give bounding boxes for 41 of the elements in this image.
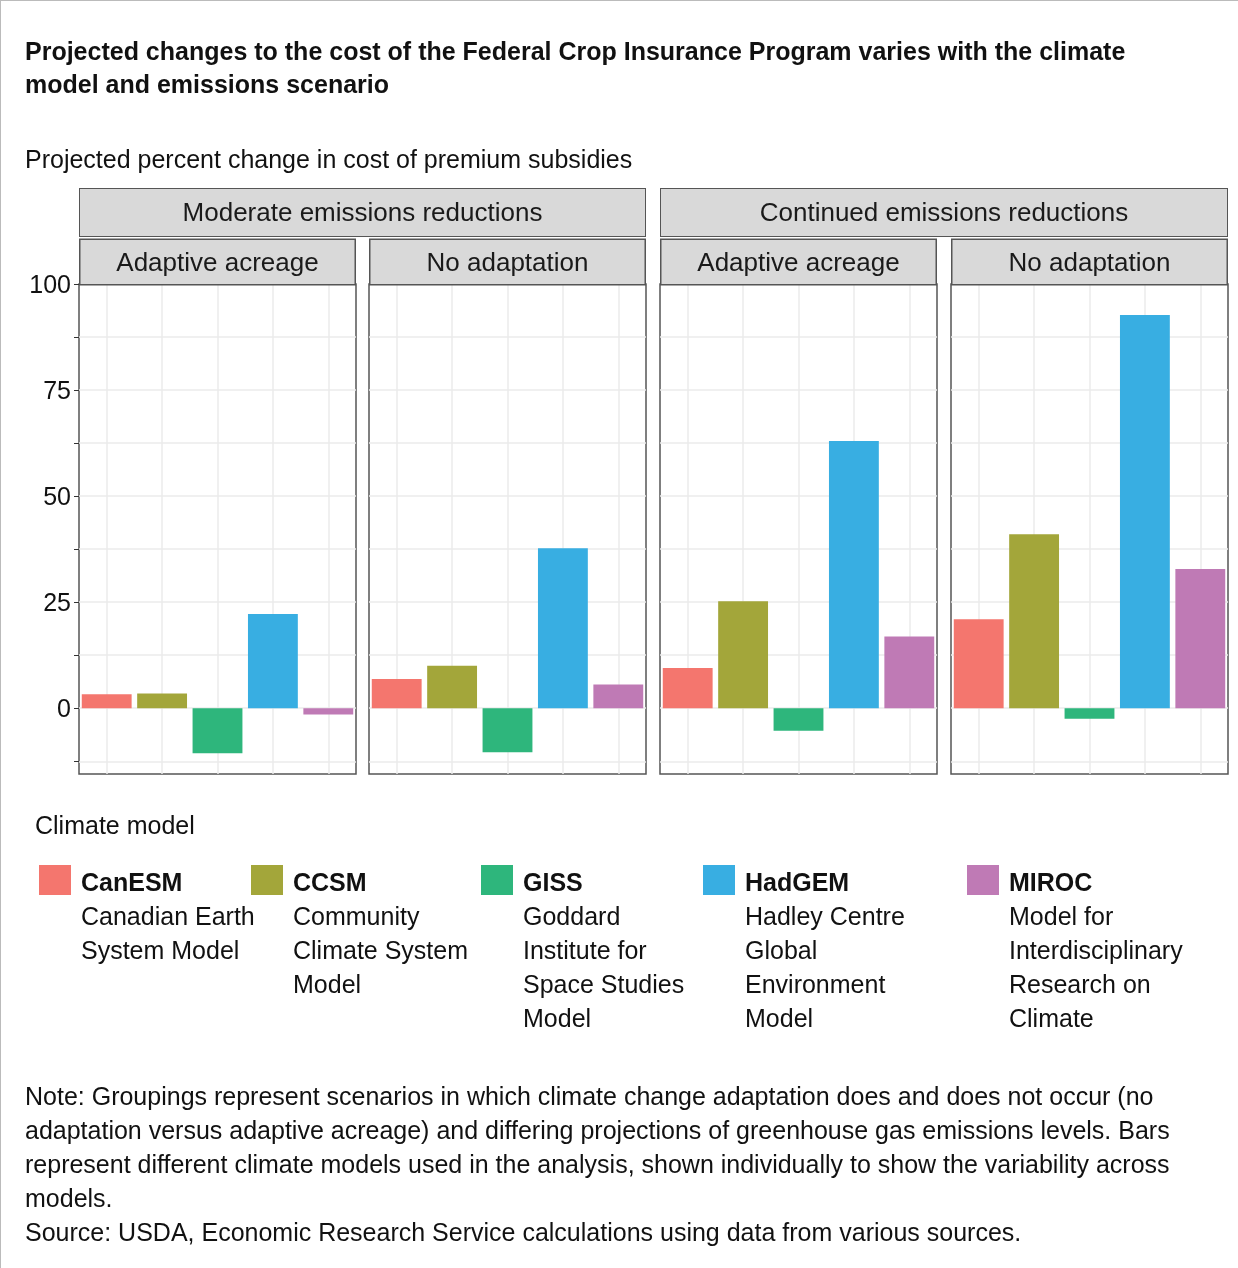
bar [81, 694, 132, 709]
x-tick-label: Adaptive acreage [116, 247, 319, 277]
x-tick-label: No adaptation [1008, 247, 1171, 277]
y-tick-label: 50 [43, 482, 71, 511]
bar [718, 601, 769, 709]
y-tick-label: 0 [57, 694, 71, 723]
x-tick-label: No adaptation [426, 247, 589, 277]
text: Continued emissions reductions [660, 188, 1228, 237]
bar [662, 667, 713, 709]
bar [371, 678, 422, 709]
bar [1175, 569, 1226, 709]
bar [773, 708, 824, 731]
text: Moderate emissions reductions [79, 188, 646, 237]
y-tick-label: 75 [43, 376, 71, 405]
bar [828, 440, 879, 709]
bar [427, 665, 478, 709]
legend-label: CCSM Community Climate System Model [293, 867, 470, 1000]
bar [1064, 708, 1115, 719]
bar [537, 548, 588, 709]
y-tick-label: 100 [29, 270, 71, 298]
legend-title: Climate model [35, 811, 195, 840]
bar [593, 684, 644, 709]
x-tick-label: Adaptive acreage [697, 247, 900, 277]
bar [247, 614, 298, 709]
bar [482, 708, 533, 753]
legend-label: HadGEM Hadley Centre Global Environment Model [745, 867, 906, 1034]
legend-label: CanESM Canadian Earth System Model [81, 867, 256, 966]
bar [192, 708, 243, 754]
source-note: Source: USDA, Economic Research Service calculations using data from various sources. [25, 1217, 1023, 1248]
y-axis-title: Projected percent change in cost of premium subsidies [25, 145, 633, 174]
bar [953, 619, 1004, 709]
bar [884, 636, 935, 709]
legend-label: MIROC Model for Interdisciplinary Research on Climate [1009, 867, 1184, 1034]
bar [137, 693, 188, 709]
text: Note: Groupings represent scenarios in which climate change adaptation does and does not occur (no adaptation versus adaptive acreage) and differing projections of greenhouse gas emissions levels. Bars represent different climate models used in the analysis, shown individually to show the variability across models. [25, 1081, 1171, 1214]
y-tick-label: 25 [43, 588, 71, 617]
bar [1009, 534, 1060, 709]
bar [303, 708, 354, 715]
chart-title: Projected changes to the cost of the Federal Crop Insurance Program varies with the climate model and emissions scenario [25, 36, 1127, 100]
legend-label: GISS Goddard Institute for Space Studies Model [523, 867, 686, 1034]
bar [1119, 314, 1170, 709]
